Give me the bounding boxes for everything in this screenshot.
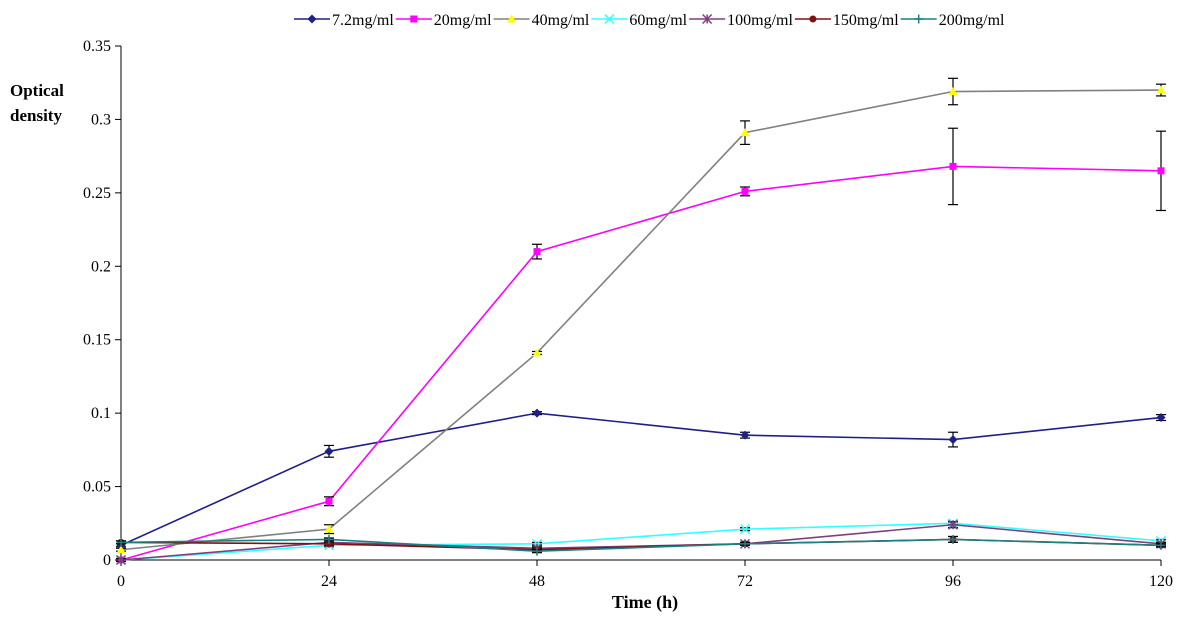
- data-point: [740, 128, 750, 137]
- x-tick-label: 72: [737, 573, 753, 590]
- legend-item: 40mg/ml: [493, 12, 590, 29]
- legend-item: 20mg/ml: [395, 12, 492, 29]
- data-point: [507, 14, 517, 23]
- series-200mg-ml: [116, 534, 1166, 556]
- y-tick-label: 0.15: [83, 332, 111, 349]
- data-point: [1156, 540, 1166, 550]
- data-point: [809, 15, 817, 23]
- data-point: [324, 534, 334, 544]
- y-axis-label: Optical density: [10, 78, 64, 128]
- series-line: [120, 522, 1162, 561]
- data-point: [410, 15, 418, 23]
- data-point: [1156, 413, 1166, 423]
- series-20mg-ml: [116, 127, 1166, 564]
- series-40mg-ml: [116, 77, 1166, 554]
- series-line: [120, 538, 1162, 552]
- data-point-stroke: [739, 524, 751, 535]
- legend-label: 150mg/ml: [833, 12, 899, 29]
- data-point: [115, 554, 127, 566]
- data-point: [1157, 167, 1165, 175]
- legend: 7.2mg/ml 20mg/ml 40mg/ml 60mg/ml 100mg/ml 150…: [294, 12, 1005, 29]
- data-point: [325, 497, 333, 505]
- y-axis-label-line-2: density: [10, 106, 62, 125]
- legend-item: 7.2mg/ml: [294, 12, 394, 29]
- data-point: [307, 14, 317, 24]
- series-line: [120, 523, 1162, 561]
- y-axis-label-line-1: Optical: [10, 81, 64, 100]
- data-point: [740, 430, 750, 440]
- legend-label: 40mg/ml: [532, 12, 590, 29]
- series-100mg-ml: [115, 519, 1167, 566]
- series-line: [120, 412, 1162, 547]
- data-point: [740, 539, 750, 549]
- y-tick-label: 0.25: [83, 185, 111, 202]
- x-tick-label: 120: [1149, 573, 1173, 590]
- x-tick-label: 48: [529, 573, 545, 590]
- series-line: [120, 89, 1162, 551]
- data-point: [948, 534, 958, 544]
- data-point: [948, 435, 958, 445]
- data-point: [739, 524, 751, 535]
- legend-label: 100mg/ml: [727, 12, 793, 29]
- legend-item: 200mg/ml: [900, 12, 1005, 29]
- y-tick-label: 0: [103, 552, 111, 569]
- y-tick-label: 0.3: [91, 111, 111, 128]
- series-line: [120, 165, 1162, 561]
- legend-item: 60mg/ml: [591, 12, 688, 29]
- data-point: [1156, 85, 1166, 94]
- y-tick-label: 0.35: [83, 38, 111, 55]
- data-point: [533, 248, 541, 256]
- data-point: [948, 87, 958, 96]
- x-tick-label: 0: [117, 573, 125, 590]
- series-7-2mg-ml: [116, 408, 1166, 550]
- x-axis-label: Time (h): [611, 592, 679, 612]
- data-point: [947, 519, 959, 530]
- data-point: [741, 187, 749, 195]
- series-150mg-ml: [116, 535, 1166, 554]
- x-tick-label: 24: [321, 573, 337, 590]
- data-point: [324, 524, 334, 533]
- y-tick-label: 0.05: [83, 479, 111, 496]
- y-tick-label: 0.1: [91, 405, 111, 422]
- data-point: [702, 13, 713, 25]
- axes: 0 0.05 0.1 0.15 0.2 0.25 0.3 0.35 0 24 48 72 96 120: [83, 38, 1173, 590]
- data-point: [324, 446, 334, 456]
- data-point: [949, 162, 957, 170]
- legend-item: 100mg/ml: [689, 12, 793, 29]
- x-tick-label: 96: [945, 573, 961, 590]
- legend-item: 150mg/ml: [794, 12, 899, 29]
- data-point: [116, 545, 126, 554]
- legend-label: 7.2mg/ml: [332, 12, 394, 29]
- data-point: [532, 546, 542, 556]
- data-point: [604, 13, 615, 25]
- legend-label: 20mg/ml: [434, 12, 492, 29]
- series-layer: [115, 77, 1167, 566]
- legend-label: 60mg/ml: [629, 12, 687, 29]
- data-point: [914, 14, 924, 24]
- data-point-stroke: [604, 13, 615, 25]
- y-tick-label: 0.2: [91, 258, 111, 275]
- data-point: [116, 537, 126, 547]
- data-point: [532, 408, 542, 418]
- data-point: [532, 348, 542, 357]
- legend-label: 200mg/ml: [939, 12, 1005, 29]
